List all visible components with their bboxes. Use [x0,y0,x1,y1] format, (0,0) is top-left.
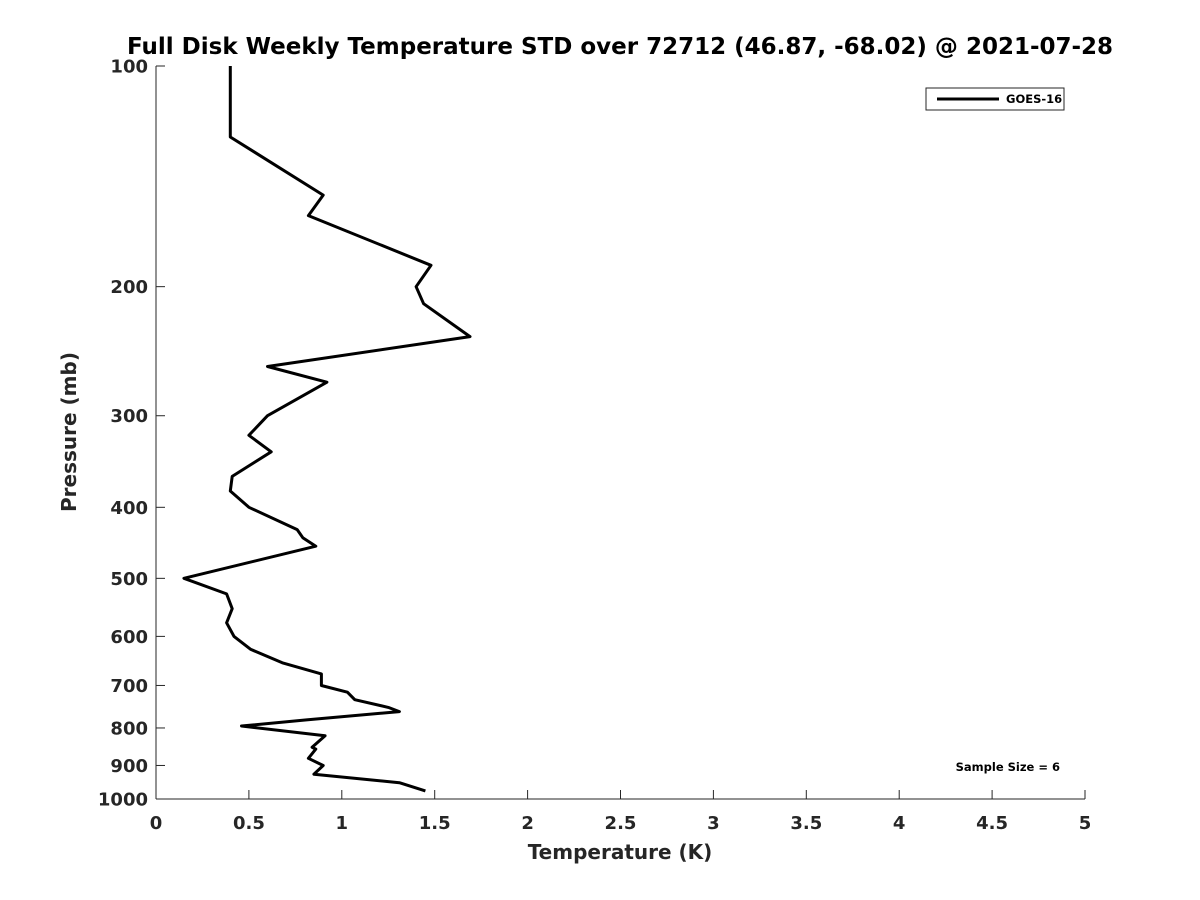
y-tick-label: 800 [110,718,148,739]
legend: GOES-16 [925,87,1065,111]
series-line-goes-16 [182,66,472,793]
x-tick-label: 2.5 [605,813,637,834]
y-tick-label: 600 [110,627,148,648]
x-tick-label: 4.5 [976,813,1008,834]
x-tick-label: 1.5 [419,813,451,834]
y-axis-label: Pressure (mb) [57,352,81,512]
y-tick-label: 1000 [98,790,148,811]
x-axis-label: Temperature (K) [528,840,713,864]
y-tick-label: 300 [110,406,148,427]
x-tick-label: 5 [1079,813,1092,834]
y-ticks: 100 200 300 400 500 600 700 800 900 1000 [98,57,165,811]
x-ticks: 0 0.5 1 1.5 2 2.5 3 3.5 4 4.5 5 [150,790,1092,834]
x-tick-label: 3.5 [790,813,822,834]
y-tick-label: 700 [110,676,148,697]
y-tick-label: 400 [110,498,148,519]
x-tick-label: 4 [893,813,906,834]
chart-title: Full Disk Weekly Temperature STD over 72… [127,34,1113,60]
y-tick-label: 100 [110,57,148,78]
y-tick-label: 500 [110,569,148,590]
series-layer [182,66,472,793]
y-tick-label: 900 [110,756,148,777]
x-tick-label: 1 [336,813,349,834]
x-tick-label: 0 [150,813,163,834]
x-tick-label: 3 [707,813,720,834]
legend-label-goes-16: GOES-16 [1006,92,1062,106]
x-tick-label: 2 [521,813,534,834]
y-tick-label: 200 [110,277,148,298]
sample-size-annotation: Sample Size = 6 [956,760,1060,774]
x-tick-label: 0.5 [233,813,265,834]
